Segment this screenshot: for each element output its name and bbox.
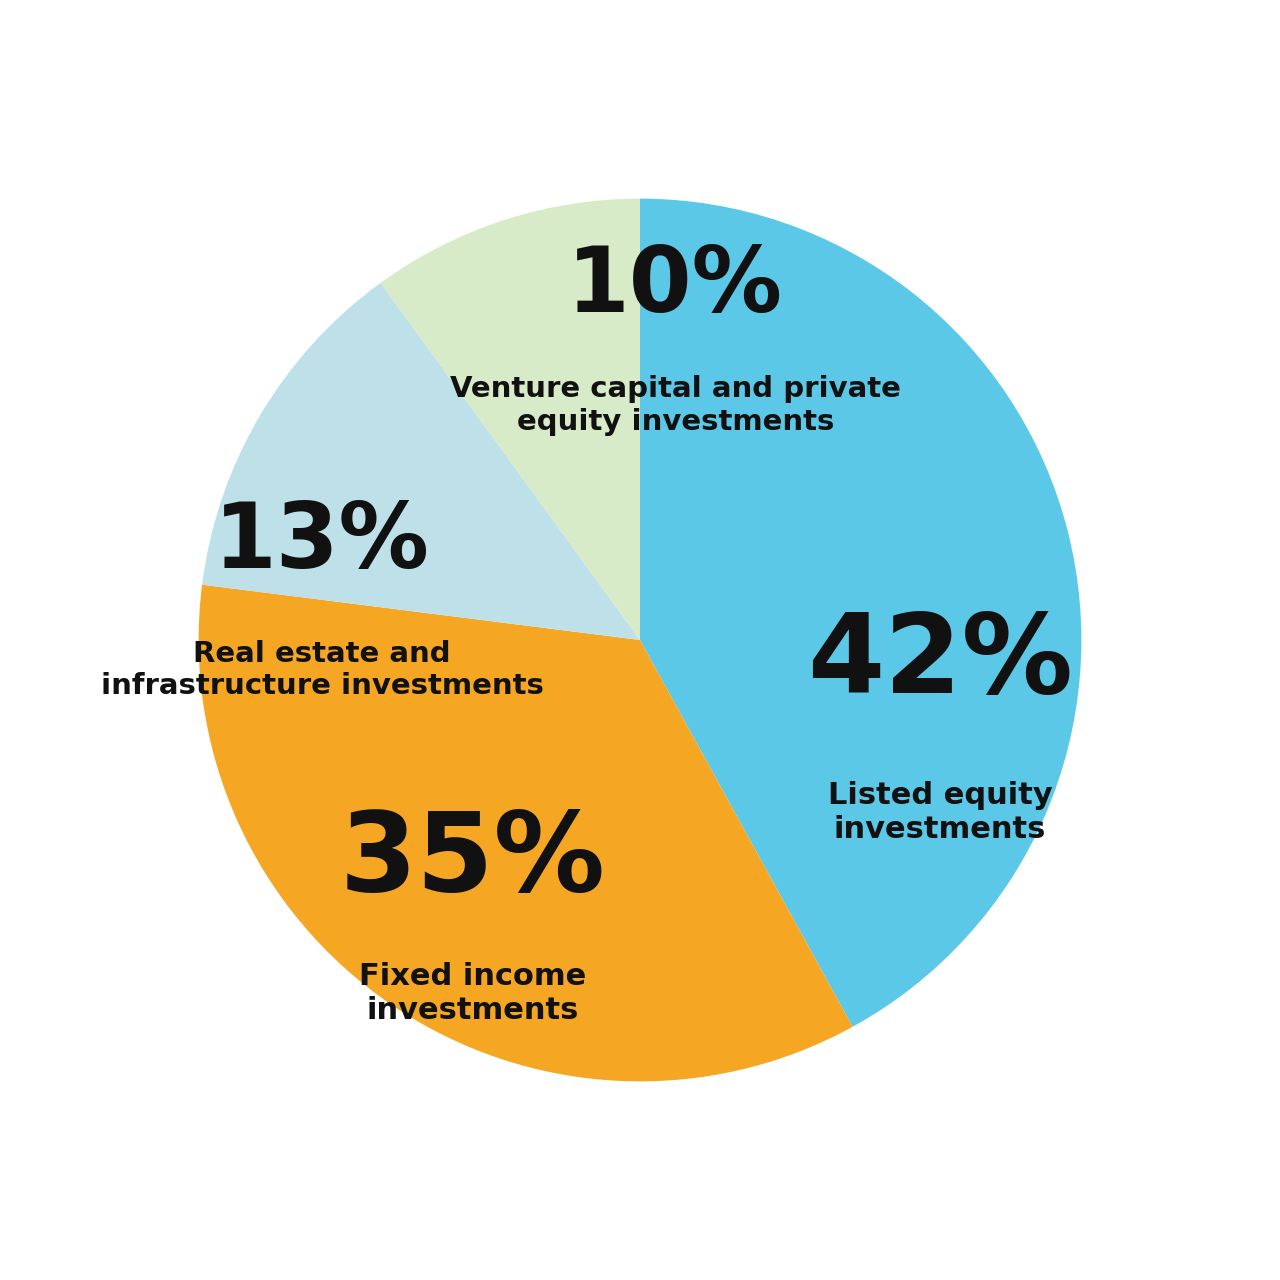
Wedge shape bbox=[640, 198, 1082, 1027]
Text: Listed equity
investments: Listed equity investments bbox=[828, 781, 1052, 844]
Text: 42%: 42% bbox=[808, 608, 1073, 716]
Wedge shape bbox=[202, 283, 640, 640]
Text: 35%: 35% bbox=[339, 808, 605, 914]
Text: Venture capital and private
equity investments: Venture capital and private equity inves… bbox=[449, 375, 901, 435]
Wedge shape bbox=[198, 585, 852, 1082]
Text: Real estate and
infrastructure investments: Real estate and infrastructure investmen… bbox=[101, 640, 544, 700]
Text: 10%: 10% bbox=[567, 243, 783, 332]
Wedge shape bbox=[380, 198, 640, 640]
Text: 13%: 13% bbox=[214, 499, 430, 588]
Text: Fixed income
investments: Fixed income investments bbox=[358, 963, 586, 1025]
